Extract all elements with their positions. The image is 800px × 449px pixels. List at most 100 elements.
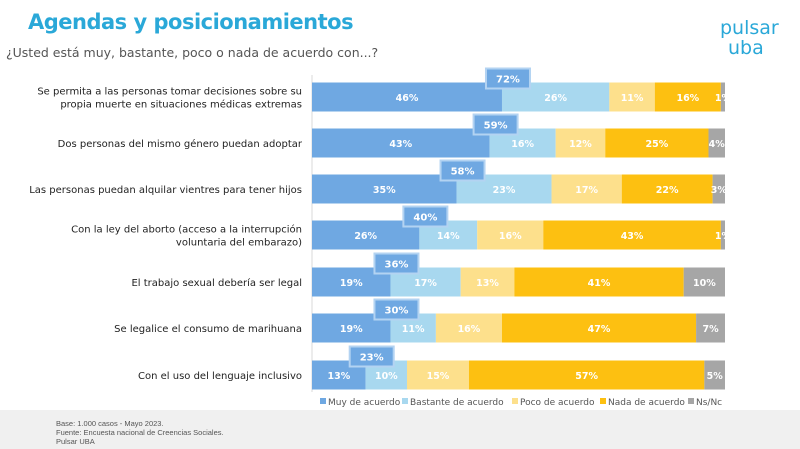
bar-value-label: 7%	[702, 324, 719, 335]
bar-value-label: 13%	[476, 278, 499, 289]
legend-label: Bastante de acuerdo	[410, 398, 504, 408]
bar-value-label: 35%	[373, 185, 396, 196]
logo-line2-text: uba	[728, 37, 764, 59]
category-label: Se permita a las personas tomar decision…	[37, 87, 302, 98]
legend-label: Poco de acuerdo	[520, 398, 595, 408]
bar-segment-4	[696, 313, 725, 343]
total-label: 30%	[385, 306, 409, 317]
bar-value-label: 1%	[715, 93, 732, 104]
pulsar-uba-logo: pulsar uba	[720, 18, 779, 58]
total-label: 59%	[484, 121, 508, 132]
bar-segment-0	[312, 82, 502, 112]
bar-value-label: 13%	[327, 371, 350, 382]
total-badge	[402, 205, 449, 228]
category-label: El trabajo sexual debería ser legal	[131, 277, 302, 289]
bar-segment-4	[704, 360, 725, 390]
bar-value-label: 5%	[707, 371, 724, 382]
footer-source: Fuente: Encuesta nacional de Creencias S…	[56, 428, 224, 437]
footer-base: Base: 1.000 casos - Mayo 2023.	[56, 419, 164, 428]
legend-label: Ns/Nc	[696, 398, 722, 408]
total-badge	[373, 252, 420, 275]
total-badge	[373, 298, 420, 321]
bar-value-label: 10%	[693, 278, 716, 289]
total-label: 72%	[496, 75, 520, 86]
bar-segment-4	[683, 267, 725, 297]
bar-value-label: 25%	[645, 139, 668, 150]
bar-segment-4	[720, 220, 725, 250]
bar-segment-0	[312, 128, 490, 158]
legend-swatch	[320, 398, 326, 404]
bar-value-label: 4%	[709, 139, 726, 150]
footer: Base: 1.000 casos - Mayo 2023. Fuente: E…	[0, 410, 800, 449]
bar-value-label: 16%	[676, 93, 699, 104]
total-badge	[472, 113, 519, 136]
bar-value-label: 26%	[354, 231, 377, 242]
bar-segment-2	[460, 267, 515, 297]
bar-value-label: 26%	[544, 93, 567, 104]
bar-value-label: 17%	[414, 278, 437, 289]
bar-segment-0	[312, 220, 420, 250]
category-label: voluntaria del embarazo)	[176, 238, 302, 249]
total-badge	[348, 345, 395, 368]
footer-credit: Pulsar UBA	[56, 437, 95, 446]
total-label: 40%	[413, 213, 437, 224]
category-label: Las personas puedan alquilar vientres pa…	[29, 185, 302, 196]
bar-value-label: 47%	[588, 324, 611, 335]
bar-segment-3	[501, 313, 697, 343]
bar-value-label: 46%	[396, 93, 419, 104]
bar-value-label: 10%	[375, 371, 398, 382]
bar-segment-2	[555, 128, 606, 158]
bar-segment-3	[468, 360, 705, 390]
category-label: Dos personas del mismo género puedan ado…	[58, 138, 303, 150]
bar-segment-2	[435, 313, 502, 343]
bar-segment-4	[708, 128, 725, 158]
bar-value-label: 17%	[575, 185, 598, 196]
stacked-bar-chart: Se permita a las personas tomar decision…	[29, 67, 732, 408]
bar-value-label: 15%	[427, 371, 450, 382]
bar-value-label: 14%	[437, 231, 460, 242]
bar-segment-4	[712, 174, 725, 204]
category-label: propia muerte en situaciones médicas ext…	[60, 99, 302, 111]
bar-value-label: 23%	[493, 185, 516, 196]
bar-segment-3	[621, 174, 713, 204]
category-label: Se legalice el consumo de marihuana	[114, 324, 302, 335]
page-subtitle: ¿Usted está muy, bastante, poco o nada d…	[6, 45, 379, 60]
bar-value-label: 19%	[340, 278, 363, 289]
bar-segment-3	[654, 82, 721, 112]
legend-swatch	[688, 398, 694, 404]
bar-value-label: 16%	[511, 139, 534, 150]
legend-swatch	[402, 398, 408, 404]
legend-swatch	[512, 398, 518, 404]
legend-swatch	[600, 398, 606, 404]
total-label: 58%	[451, 167, 475, 178]
legend-label: Nada de acuerdo	[608, 398, 685, 408]
bar-value-label: 12%	[569, 139, 592, 150]
bar-value-label: 19%	[340, 324, 363, 335]
total-label: 36%	[385, 260, 409, 271]
bar-segment-2	[406, 360, 469, 390]
category-label: Con el uso del lenguaje inclusivo	[138, 371, 302, 382]
bar-segment-0	[312, 174, 457, 204]
bar-value-label: 57%	[575, 371, 598, 382]
legend-label: Muy de acuerdo	[328, 398, 401, 408]
bar-value-label: 11%	[402, 324, 425, 335]
bar-segment-2	[551, 174, 622, 204]
bar-value-label: 11%	[621, 93, 644, 104]
page-title: Agendas y posicionamientos	[28, 10, 354, 34]
total-label: 23%	[360, 353, 384, 364]
bar-segment-2	[609, 82, 655, 112]
bar-segment-3	[514, 267, 684, 297]
total-badge	[439, 159, 486, 182]
bar-segment-4	[720, 82, 725, 112]
bar-value-label: 41%	[588, 278, 611, 289]
logo-line1: pulsar	[720, 17, 779, 39]
bar-value-label: 43%	[621, 231, 644, 242]
bar-value-label: 22%	[656, 185, 679, 196]
bar-value-label: 16%	[499, 231, 522, 242]
bar-value-label: 16%	[458, 324, 481, 335]
total-badge	[484, 67, 531, 90]
logo-line2: uba	[720, 38, 779, 58]
bar-segment-3	[543, 220, 721, 250]
bar-value-label: 43%	[389, 139, 412, 150]
bar-value-label: 3%	[711, 185, 728, 196]
